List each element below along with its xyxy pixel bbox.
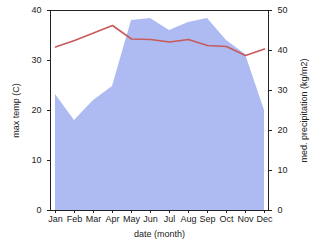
svg-text:50: 50 <box>278 5 288 15</box>
svg-text:Jan: Jan <box>48 214 63 224</box>
svg-text:May: May <box>123 214 141 224</box>
svg-text:40: 40 <box>31 5 41 15</box>
svg-text:Jul: Jul <box>164 214 176 224</box>
svg-text:20: 20 <box>278 125 288 135</box>
svg-text:Aug: Aug <box>180 214 196 224</box>
svg-text:Feb: Feb <box>67 214 83 224</box>
svg-text:Nov: Nov <box>237 214 254 224</box>
svg-text:10: 10 <box>278 165 288 175</box>
svg-text:10: 10 <box>31 155 41 165</box>
svg-text:Sep: Sep <box>199 214 215 224</box>
svg-text:med. precipitation (kg/m2): med. precipitation (kg/m2) <box>299 58 309 162</box>
svg-text:date (month): date (month) <box>134 229 185 239</box>
svg-text:30: 30 <box>31 55 41 65</box>
svg-text:0: 0 <box>36 205 41 215</box>
svg-text:Jun: Jun <box>143 214 158 224</box>
svg-text:Mar: Mar <box>86 214 102 224</box>
svg-text:40: 40 <box>278 45 288 55</box>
svg-text:Apr: Apr <box>105 214 119 224</box>
svg-text:Oct: Oct <box>219 214 234 224</box>
svg-text:Dec: Dec <box>256 214 273 224</box>
svg-text:30: 30 <box>278 85 288 95</box>
svg-text:0: 0 <box>278 205 283 215</box>
svg-text:max temp (C): max temp (C) <box>11 83 21 138</box>
svg-text:20: 20 <box>31 105 41 115</box>
